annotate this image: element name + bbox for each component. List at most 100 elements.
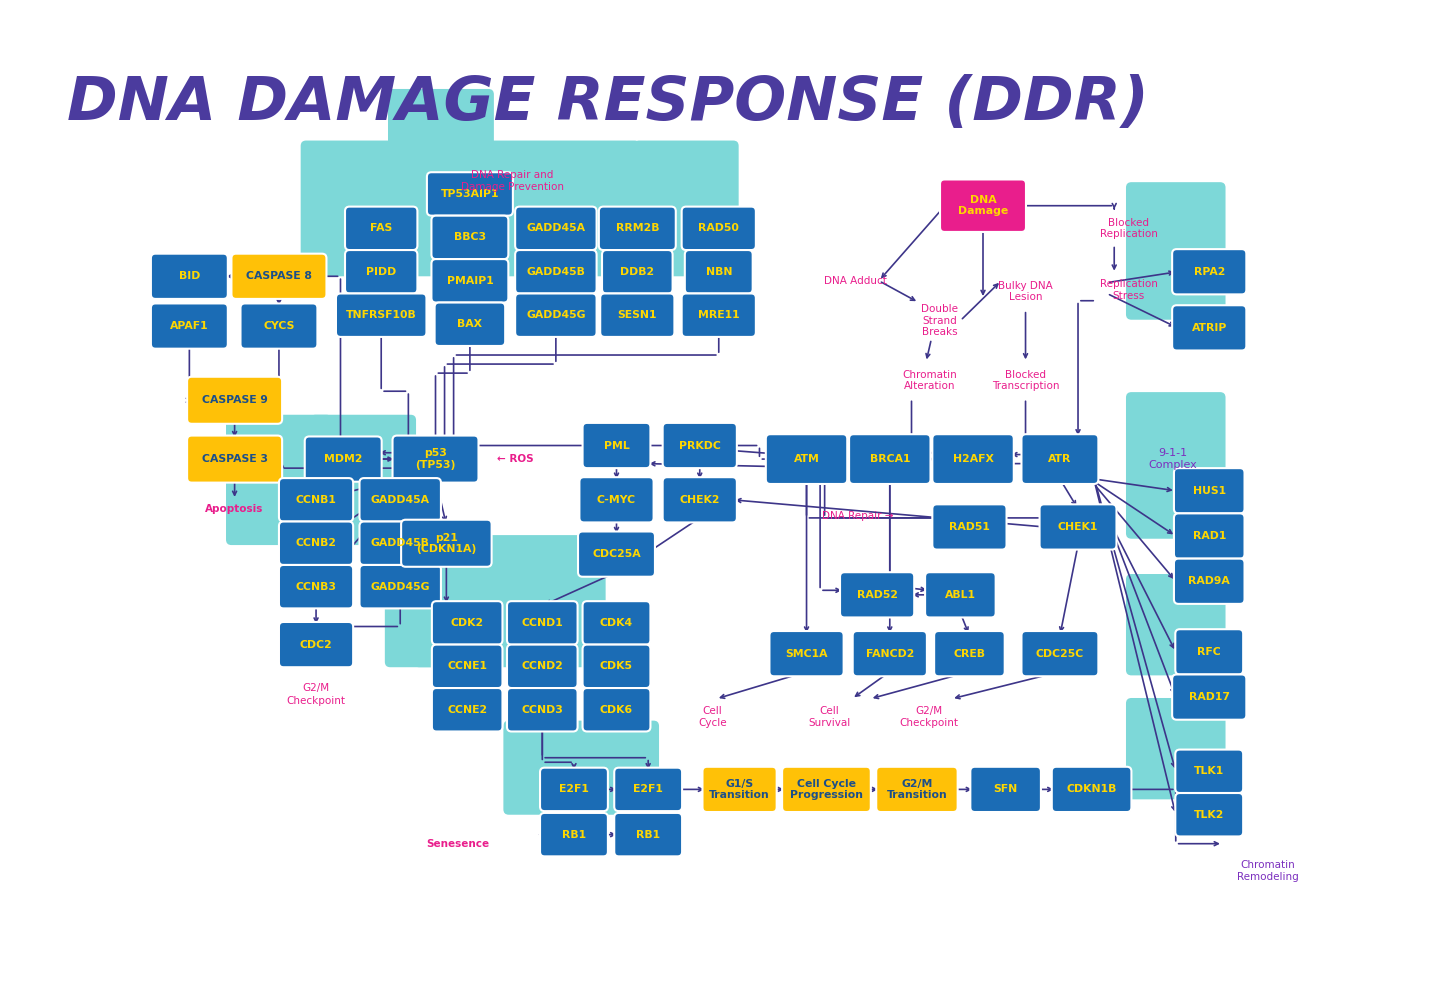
FancyBboxPatch shape [599, 206, 675, 250]
Text: DNA Adduct: DNA Adduct [824, 276, 887, 286]
Text: Cell Cycle
Progression: Cell Cycle Progression [791, 779, 863, 800]
FancyBboxPatch shape [852, 631, 927, 676]
FancyBboxPatch shape [583, 688, 651, 731]
Text: CREB: CREB [953, 648, 985, 658]
FancyBboxPatch shape [1126, 392, 1225, 539]
Text: SESN1: SESN1 [618, 310, 657, 320]
FancyBboxPatch shape [782, 767, 871, 812]
Text: ← ROS: ← ROS [497, 454, 534, 464]
Text: CDC2: CDC2 [300, 639, 333, 649]
Text: RAD52: RAD52 [857, 590, 897, 600]
Text: G1/S
Transition: G1/S Transition [708, 779, 770, 800]
Text: G2/M
Checkpoint: G2/M Checkpoint [287, 683, 346, 705]
Text: BAX: BAX [458, 320, 482, 330]
Text: CCNB2: CCNB2 [295, 538, 337, 548]
FancyBboxPatch shape [435, 303, 505, 346]
FancyBboxPatch shape [432, 216, 508, 259]
Text: Blocked
Transcription: Blocked Transcription [992, 370, 1060, 391]
Text: CDC25A: CDC25A [592, 549, 641, 559]
Text: ABL1: ABL1 [945, 590, 976, 600]
Text: DNA DAMAGE RESPONSE (DDR): DNA DAMAGE RESPONSE (DDR) [66, 74, 1148, 132]
FancyBboxPatch shape [432, 644, 503, 688]
Text: Replication
Stress: Replication Stress [1100, 279, 1158, 301]
Text: GADD45G: GADD45G [526, 310, 586, 320]
Text: FAS: FAS [370, 223, 392, 233]
Text: RAD51: RAD51 [949, 522, 989, 532]
FancyBboxPatch shape [602, 250, 672, 294]
Text: PML: PML [603, 440, 629, 450]
FancyBboxPatch shape [360, 522, 441, 565]
Text: GADD45B: GADD45B [527, 267, 585, 277]
FancyBboxPatch shape [516, 206, 596, 250]
Text: TLK2: TLK2 [1194, 810, 1224, 820]
FancyBboxPatch shape [426, 172, 513, 216]
Text: SMC1A: SMC1A [785, 648, 828, 658]
FancyBboxPatch shape [932, 434, 1014, 484]
Text: RPA2: RPA2 [1194, 267, 1225, 277]
FancyBboxPatch shape [360, 565, 441, 609]
Text: CDK6: CDK6 [600, 705, 634, 715]
Text: CASPASE 9: CASPASE 9 [202, 395, 268, 405]
FancyBboxPatch shape [577, 532, 655, 577]
Text: CASPASE 3: CASPASE 3 [202, 454, 268, 464]
Text: CHEK2: CHEK2 [680, 495, 720, 505]
FancyBboxPatch shape [279, 522, 353, 565]
FancyBboxPatch shape [1172, 674, 1247, 720]
Text: Cell
Survival: Cell Survival [808, 706, 850, 728]
FancyBboxPatch shape [1126, 182, 1225, 320]
FancyBboxPatch shape [540, 768, 608, 811]
FancyBboxPatch shape [1175, 629, 1243, 674]
FancyBboxPatch shape [540, 813, 608, 857]
Text: RB1: RB1 [562, 830, 586, 840]
Text: RB1: RB1 [636, 830, 660, 840]
FancyBboxPatch shape [346, 250, 418, 294]
FancyBboxPatch shape [662, 423, 737, 468]
Text: APAF1: APAF1 [170, 321, 209, 331]
FancyBboxPatch shape [279, 565, 353, 609]
Text: CCNB3: CCNB3 [295, 582, 337, 592]
FancyBboxPatch shape [1174, 559, 1244, 604]
FancyBboxPatch shape [766, 434, 847, 484]
Text: ATR: ATR [1048, 454, 1071, 464]
Text: FANCD2: FANCD2 [865, 648, 914, 658]
Text: CHEK1: CHEK1 [1058, 522, 1099, 532]
FancyBboxPatch shape [1126, 698, 1225, 800]
FancyBboxPatch shape [1040, 504, 1116, 550]
FancyBboxPatch shape [681, 294, 756, 337]
FancyBboxPatch shape [226, 414, 331, 545]
Text: RAD9A: RAD9A [1188, 577, 1230, 587]
Text: 9-1-1
Complex: 9-1-1 Complex [1149, 448, 1198, 470]
FancyBboxPatch shape [1174, 468, 1244, 513]
FancyBboxPatch shape [409, 140, 639, 276]
FancyBboxPatch shape [1172, 249, 1247, 295]
FancyBboxPatch shape [971, 767, 1041, 812]
FancyBboxPatch shape [703, 767, 776, 812]
Text: TP53AIP1: TP53AIP1 [441, 189, 500, 199]
Text: G2/M
Checkpoint: G2/M Checkpoint [899, 706, 958, 728]
Text: CASPASE 8: CASPASE 8 [246, 271, 312, 281]
FancyBboxPatch shape [336, 294, 426, 337]
FancyBboxPatch shape [346, 206, 418, 250]
FancyBboxPatch shape [1175, 793, 1243, 837]
Text: G2/M
Transition: G2/M Transition [887, 779, 948, 800]
Text: Cell
Cycle: Cell Cycle [698, 706, 727, 728]
FancyBboxPatch shape [305, 436, 382, 482]
FancyBboxPatch shape [187, 376, 282, 423]
FancyBboxPatch shape [935, 631, 1005, 676]
FancyBboxPatch shape [507, 688, 577, 731]
Text: Chromatin
Remodeling: Chromatin Remodeling [1237, 860, 1299, 882]
Text: Double
Strand
Breaks: Double Strand Breaks [922, 304, 958, 338]
FancyBboxPatch shape [504, 721, 593, 815]
FancyBboxPatch shape [1175, 750, 1243, 793]
Text: DDB2: DDB2 [621, 267, 654, 277]
FancyBboxPatch shape [840, 573, 914, 618]
Text: CDK4: CDK4 [600, 618, 634, 627]
Text: CYCS: CYCS [264, 321, 295, 331]
Text: MRE11: MRE11 [698, 310, 740, 320]
FancyBboxPatch shape [310, 414, 416, 545]
Text: GADD45B: GADD45B [370, 538, 429, 548]
FancyBboxPatch shape [516, 250, 596, 294]
Text: CDC25C: CDC25C [1035, 648, 1084, 658]
FancyBboxPatch shape [1172, 305, 1247, 351]
Text: DNA Repair →: DNA Repair → [822, 511, 893, 521]
